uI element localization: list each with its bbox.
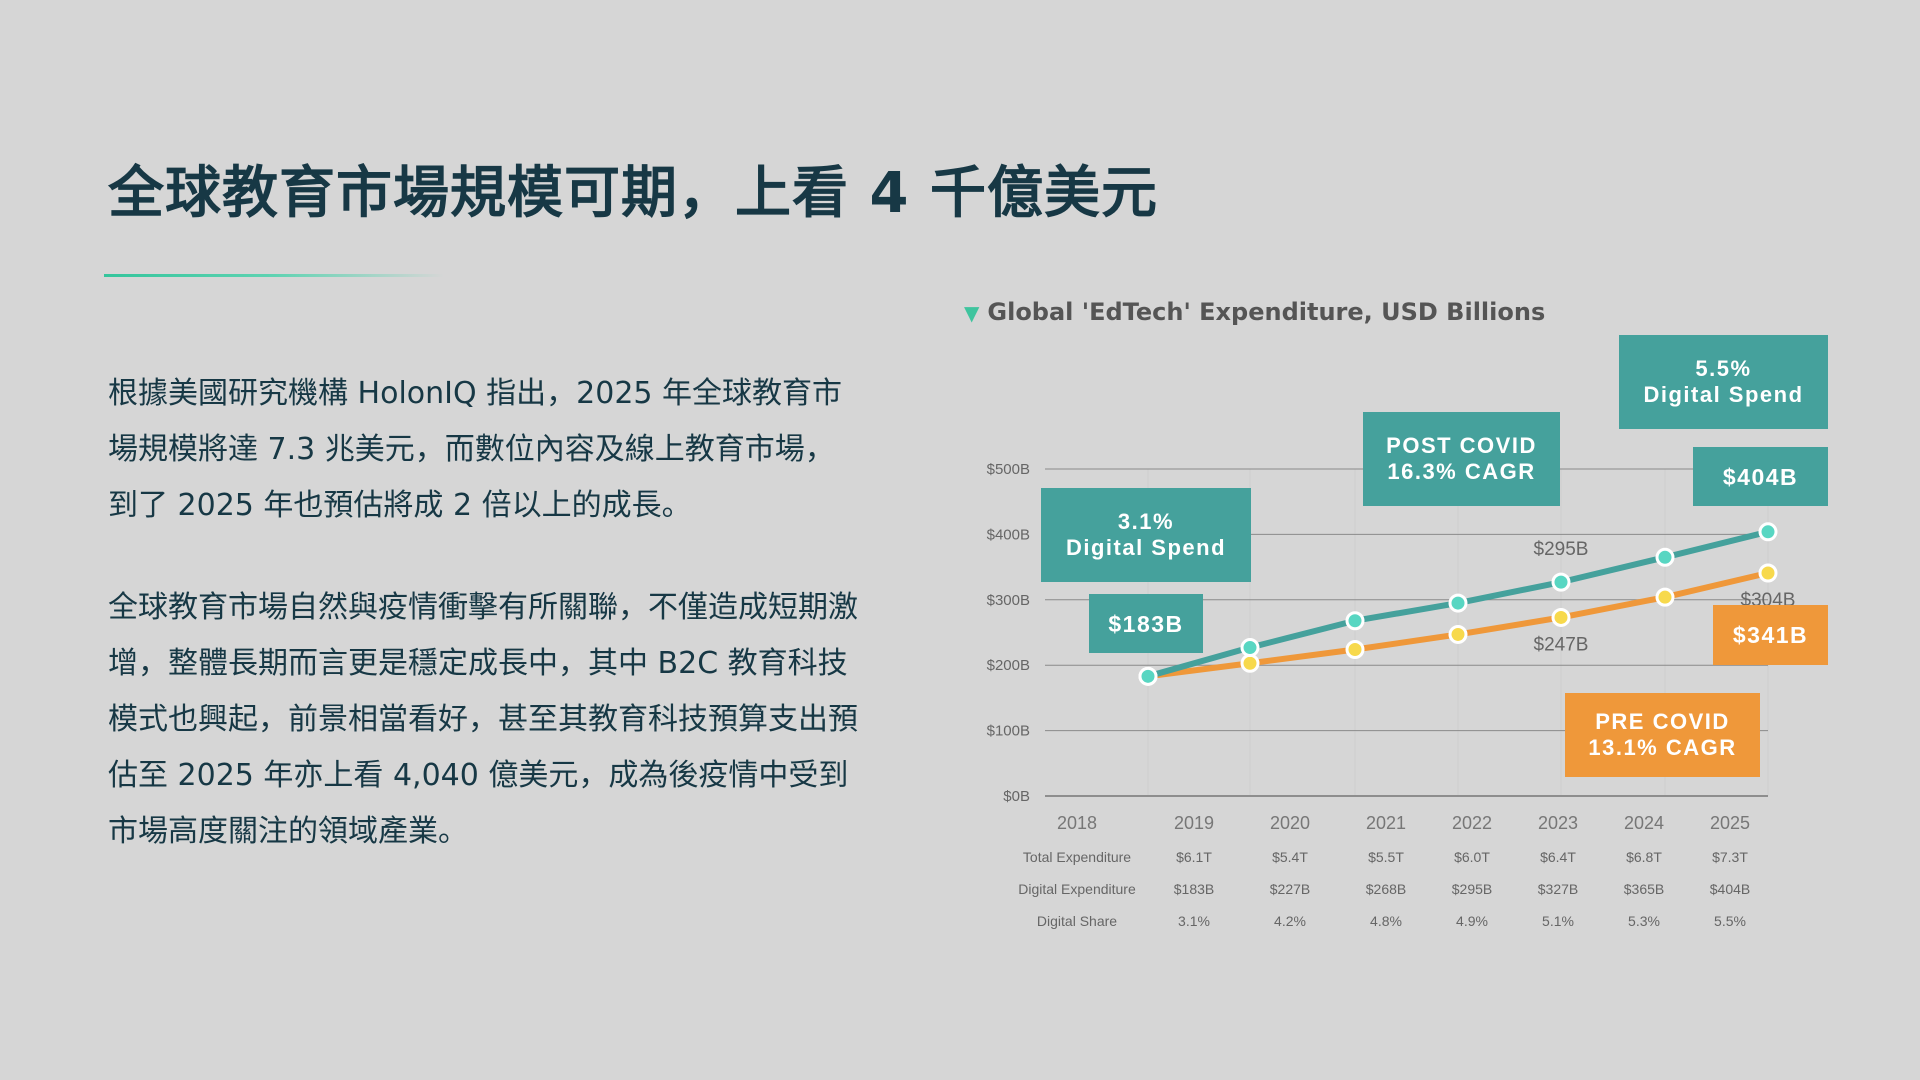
table-cell: $365B <box>1624 881 1664 897</box>
x-tick-label: 2019 <box>1174 813 1214 833</box>
table-cell: $404B <box>1710 881 1750 897</box>
callout-value-2018: $183B <box>1089 594 1203 653</box>
y-tick-label: $0B <box>1003 788 1030 805</box>
data-point <box>1758 563 1778 583</box>
data-point <box>1240 653 1260 673</box>
chart-title: ▼ Global 'EdTech' Expenditure, USD Billio… <box>964 298 1545 326</box>
callout-digital-spend-2025: 5.5% Digital Spend <box>1619 335 1828 429</box>
data-point <box>1655 547 1675 567</box>
chart-title-text: Global 'EdTech' Expenditure, USD Billion… <box>987 298 1546 326</box>
body-paragraph: 全球教育市場自然與疫情衝擊有所關聯，不僅造成短期激增，整體長期而言更是穩定成長中… <box>108 590 858 849</box>
data-point <box>1448 624 1468 644</box>
table-cell: $7.3T <box>1712 849 1748 865</box>
intro-paragraph: 根據美國研究機構 HolonIQ 指出，2025 年全球教育市場規模將達 7.3… <box>108 376 843 523</box>
data-point <box>1345 611 1365 631</box>
table-cell: 4.2% <box>1274 913 1306 929</box>
table-row-label: Total Expenditure <box>1023 849 1131 865</box>
y-tick-label: $500B <box>987 461 1030 478</box>
table-cell: 5.3% <box>1628 913 1660 929</box>
callout-value-2025-post: $404B <box>1693 447 1828 506</box>
table-cell: 3.1% <box>1178 913 1210 929</box>
callout-digital-spend-2019: 3.1% Digital Spend <box>1041 488 1251 582</box>
x-tick-label: 2022 <box>1452 813 1492 833</box>
x-tick-label: 2020 <box>1270 813 1310 833</box>
y-tick-label: $100B <box>987 723 1030 740</box>
table-cell: 4.9% <box>1456 913 1488 929</box>
data-point <box>1551 607 1571 627</box>
callout-value-2025-pre: $341B <box>1713 605 1828 665</box>
data-point <box>1345 640 1365 660</box>
data-point <box>1655 587 1675 607</box>
y-tick-label: $300B <box>987 592 1030 609</box>
table-cell: $6.0T <box>1454 849 1490 865</box>
data-point <box>1448 593 1468 613</box>
table-row-label: Digital Expenditure <box>1018 881 1136 897</box>
title-underline <box>104 274 444 277</box>
table-cell: 5.5% <box>1714 913 1746 929</box>
data-point <box>1240 638 1260 658</box>
table-cell: $6.4T <box>1540 849 1576 865</box>
point-label: $295B <box>1534 539 1589 560</box>
callout-pre-covid: PRE COVID 13.1% CAGR <box>1565 693 1760 777</box>
data-point <box>1758 522 1778 542</box>
table-cell: $227B <box>1270 881 1310 897</box>
table-row-label: Digital Share <box>1037 913 1117 929</box>
x-tick-label: 2025 <box>1710 813 1750 833</box>
table-cell: $327B <box>1538 881 1578 897</box>
table-cell: $5.4T <box>1272 849 1308 865</box>
table-cell: $268B <box>1366 881 1406 897</box>
data-point <box>1138 666 1158 686</box>
page-title: 全球教育市場規模可期，上看 4 千億美元 <box>108 161 1158 226</box>
callout-post-covid: POST COVID 16.3% CAGR <box>1363 412 1560 506</box>
y-tick-label: $200B <box>987 657 1030 674</box>
data-point <box>1551 572 1571 592</box>
table-cell: $295B <box>1452 881 1492 897</box>
table-cell: $6.8T <box>1626 849 1662 865</box>
x-tick-label: 2018 <box>1057 813 1097 833</box>
table-cell: $183B <box>1174 881 1214 897</box>
y-tick-label: $400B <box>987 526 1030 543</box>
point-label: $247B <box>1534 634 1589 655</box>
table-cell: $6.1T <box>1176 849 1212 865</box>
table-cell: 4.8% <box>1370 913 1402 929</box>
table-cell: $5.5T <box>1368 849 1404 865</box>
table-cell: 5.1% <box>1542 913 1574 929</box>
x-tick-label: 2024 <box>1624 813 1664 833</box>
x-tick-label: 2023 <box>1538 813 1578 833</box>
triangle-down-icon: ▼ <box>964 301 980 325</box>
x-tick-label: 2021 <box>1366 813 1406 833</box>
